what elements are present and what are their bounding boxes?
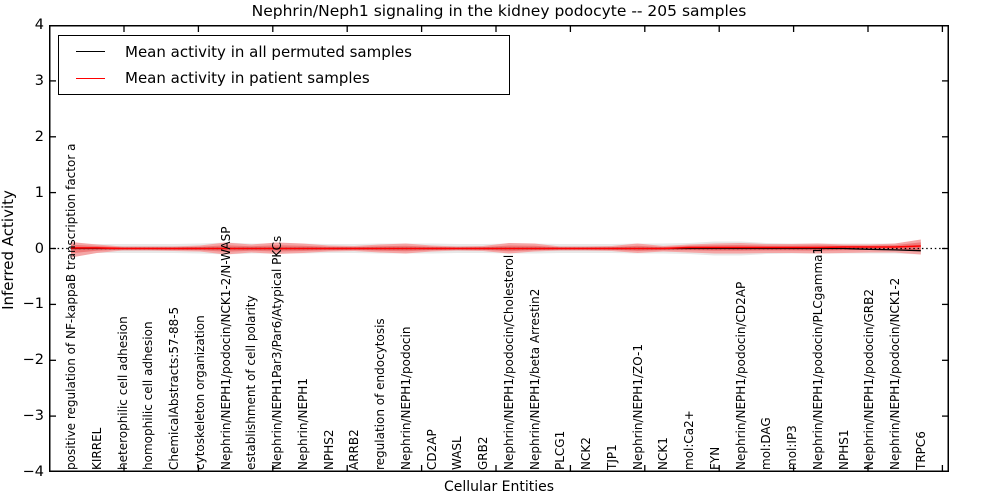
x-tick-label: CD2AP: [424, 429, 439, 470]
y-tick-label: 0: [34, 240, 44, 257]
y-tick-label: 4: [34, 17, 44, 33]
x-tick-label: WASL: [450, 436, 465, 470]
legend-entry-patient: Mean activity in patient samples: [59, 65, 509, 91]
x-tick-label: NPHS1: [836, 429, 851, 471]
legend-line-permuted-icon: [76, 51, 105, 53]
x-tick-label: Nephrin/NEPH1/ZO-1: [630, 344, 645, 470]
x-tick-label: Nephrin/NEPH1/podocin: [398, 326, 413, 470]
x-tick-label: Nephrin/NEPH1/podocin/NCK1-2: [888, 277, 902, 470]
x-tick-label: NPHS2: [321, 429, 336, 471]
x-tick-label: homophilic cell adhesion: [141, 321, 156, 470]
x-tick-label: ChemicalAbstracts:57-88-5: [167, 306, 181, 470]
legend-entry-permuted: Mean activity in all permuted samples: [59, 39, 509, 65]
y-tick-label: −4: [22, 464, 44, 480]
legend-label: Mean activity in all permuted samples: [125, 42, 412, 61]
y-tick-label: −1: [22, 296, 44, 313]
y-tick-label: 1: [34, 184, 44, 201]
plot-area: positive regulation of NF-kappaB transcr…: [49, 25, 949, 472]
x-tick-label: ARRB2: [347, 429, 362, 470]
x-tick-label: PLCG1: [553, 430, 568, 470]
x-tick-label: NCK2: [579, 437, 593, 470]
x-tick-label: Nephrin/NEPH1: [295, 378, 310, 470]
x-tick-label: NCK1: [656, 437, 671, 470]
legend-label: Mean activity in patient samples: [125, 69, 370, 88]
x-tick-label: Nephrin/NEPH1/beta Arrestin2: [527, 288, 542, 470]
x-tick-label: heterophilic cell adhesion: [115, 316, 130, 470]
y-tick-label: 3: [34, 72, 44, 89]
x-tick-label: TJP1: [604, 444, 619, 470]
x-tick-label: TRPC6: [913, 431, 928, 470]
x-tick-label: FYN: [707, 446, 722, 470]
chart-svg: [49, 25, 949, 472]
x-tick-label: Nephrin/NEPH1/podocin/GRB2: [862, 289, 877, 470]
legend: Mean activity in all permuted samples Me…: [58, 35, 510, 95]
x-tick-label: Nephrin/NEPH1/podocin/NCK1-2/N-WASP: [218, 226, 233, 470]
x-tick-label: Nephrin/NEPH1/podocin/Cholesterol: [501, 254, 516, 470]
x-tick-label: mol:DAG: [759, 417, 774, 470]
y-tick-label: −3: [22, 408, 44, 425]
x-tick-label: establishment of cell polarity: [244, 295, 259, 470]
x-tick-label: positive regulation of NF-kappaB transcr…: [64, 143, 78, 470]
y-tick-label: −2: [22, 352, 44, 369]
x-tick-label: Nephrin/NEPH1Par3/Par6/Atypical PKCs: [270, 235, 284, 470]
x-tick-label: mol:Ca2+: [682, 410, 696, 470]
legend-line-patient-icon: [76, 77, 105, 79]
x-tick-label: GRB2: [476, 436, 490, 470]
y-tick-label: 2: [34, 128, 44, 145]
x-tick-label: Nephrin/NEPH1/podocin/CD2AP: [733, 281, 748, 470]
x-tick-label: regulation of endocytosis: [373, 318, 387, 470]
x-tick-label: Nephrin/NEPH1/podocin/PLCgamma1: [810, 246, 825, 470]
x-axis-label: Cellular Entities: [443, 479, 555, 495]
patient-mean-line: [71, 245, 921, 250]
chart-title: Nephrin/Neph1 signaling in the kidney po…: [251, 2, 747, 20]
x-tick-label: KIRREL: [89, 427, 104, 470]
x-tick-label: mol:IP3: [785, 425, 799, 470]
x-tick-label: cytoskeleton organization: [192, 315, 207, 470]
